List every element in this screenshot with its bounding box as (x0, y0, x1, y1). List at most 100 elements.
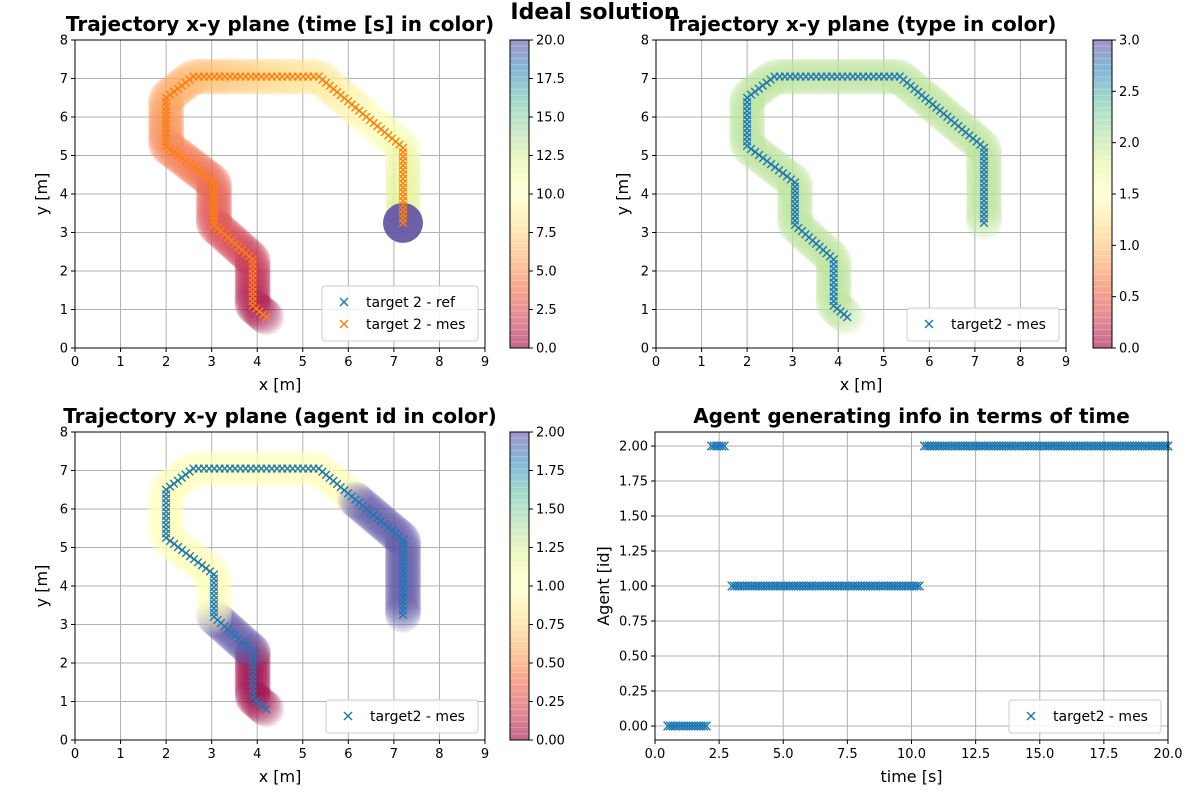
subplot-title: Trajectory x-y plane (agent id in color) (63, 404, 497, 428)
halo-point (385, 571, 421, 608)
halo-point (815, 276, 852, 313)
halo-point (235, 450, 272, 487)
halo-point (966, 163, 1002, 200)
colorbar-tick-label: 0.75 (536, 618, 565, 633)
halo-point (846, 58, 883, 95)
y-tick-label: 6 (641, 111, 649, 126)
mes-marker (398, 218, 408, 228)
halo-point (205, 58, 242, 95)
halo-point (966, 150, 1002, 187)
halo-point (148, 494, 185, 531)
x-axis-label: x [m] (840, 375, 883, 394)
x-tick-label: 5 (880, 355, 888, 370)
halo-point (297, 450, 334, 487)
halo-path (234, 633, 285, 728)
halo-point (873, 58, 910, 95)
halo-point (265, 58, 302, 95)
halo-point (729, 102, 766, 139)
agent-marker (914, 581, 924, 591)
subplot-title: Trajectory x-y plane (type in color) (666, 12, 1057, 36)
x-tick-label: 7.5 (837, 747, 858, 762)
halo-point (729, 121, 766, 157)
y-tick-label: 0.25 (619, 685, 648, 700)
halo-point (966, 202, 1002, 239)
x-tick-label: 1 (697, 355, 705, 370)
halo-point (234, 253, 271, 289)
halo-point (246, 450, 283, 487)
agent-marker (716, 441, 727, 451)
halo-point (208, 450, 245, 487)
x-tick-label: 0 (652, 355, 660, 370)
halo-point (199, 58, 236, 95)
halo-point (385, 560, 421, 597)
x-tick-label: 0 (71, 747, 79, 762)
x-tick-label: 1 (116, 355, 124, 370)
halo-point (189, 58, 226, 95)
halo-point (385, 551, 421, 588)
halo-point (240, 58, 277, 95)
x-tick-label: 8 (435, 747, 443, 762)
agent-marker (699, 721, 709, 731)
halo-point (205, 450, 242, 487)
subplot-title: Trajectory x-y plane (time [s] in color) (66, 12, 494, 36)
colorbar-tick-label: 0.50 (536, 657, 565, 672)
halo-point (195, 584, 232, 621)
halo-point (229, 58, 266, 95)
y-tick-label: 4 (641, 188, 649, 203)
halo-point (385, 576, 421, 613)
halo-path (729, 58, 1002, 336)
halo-point (966, 166, 1002, 203)
x-tick-label: 17.5 (1089, 747, 1118, 762)
halo-point (195, 192, 232, 229)
halo-point (189, 450, 226, 487)
halo-point (195, 570, 232, 607)
halo-point (148, 503, 185, 540)
y-axis-label: Agent [id] (594, 546, 613, 626)
legend-label: target2 - mes (1053, 709, 1148, 725)
halo-point (195, 591, 232, 628)
halo-point (178, 450, 215, 487)
halo-point (764, 58, 801, 95)
legend-marker-orange (339, 319, 349, 329)
halo-point (273, 450, 310, 487)
halo-point (148, 496, 185, 533)
colorbar (510, 432, 529, 740)
halo-point (265, 450, 302, 487)
halo-point (183, 450, 220, 487)
y-tick-label: 0 (60, 342, 68, 357)
halo-point (385, 533, 421, 570)
colorbar-tick-label: 15.0 (536, 111, 565, 126)
halo-point (234, 248, 271, 285)
halo-point (234, 640, 271, 677)
halo-point (385, 542, 421, 579)
halo-point (815, 243, 852, 280)
subplot-type-color: 0 1 2 3 4 5 6 7 8 9 0 1 2 3 4 5 6 7 8 Trajectory x-y plane … (613, 12, 1140, 394)
halo-point (805, 58, 842, 95)
agent-marker (719, 441, 729, 451)
y-tick-label: 1.75 (619, 475, 648, 490)
halo-point (195, 187, 232, 224)
measurement-markers (161, 72, 408, 322)
halo-point (789, 58, 826, 95)
halo-point (843, 58, 880, 95)
halo-point (194, 58, 231, 95)
y-tick-label: 3 (641, 226, 649, 241)
subplot-agent-vs-time: 0.0 2.5 5.0 7.5 10.0 12.5 15.0 17.5 20.0 0.00 0.25… (594, 404, 1182, 786)
halo-point (385, 567, 421, 604)
halo-point (195, 579, 232, 616)
halo-point (794, 58, 831, 95)
halo-point (385, 141, 421, 178)
y-tick-label: 0.00 (619, 720, 648, 735)
halo-point (385, 580, 421, 617)
halo-point (195, 199, 232, 236)
halo-point (851, 58, 888, 95)
colorbar-tick-label: 1.75 (536, 464, 565, 479)
halo-point (966, 141, 1002, 178)
halo-point (815, 262, 852, 299)
halo-point (183, 58, 220, 95)
x-tick-label: 2.5 (709, 747, 730, 762)
halo-point (385, 145, 421, 182)
halo-path (337, 481, 421, 633)
colorbar-tick-label: 3.0 (1119, 34, 1140, 49)
halo-point (224, 450, 261, 487)
